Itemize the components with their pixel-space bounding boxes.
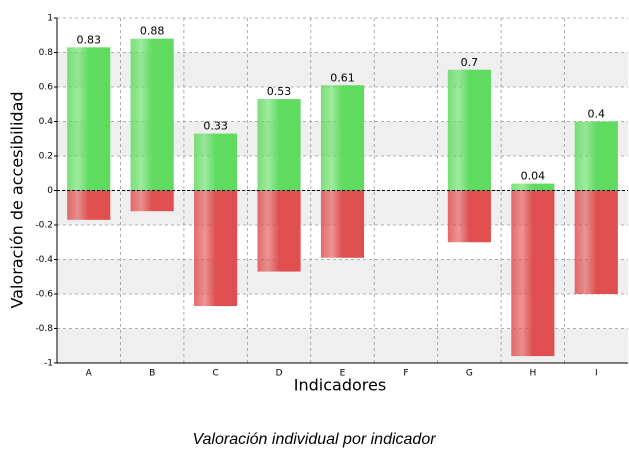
y-tick-label: -0.2 [35,221,53,231]
y-tick-label: 0.8 [39,48,54,58]
data-label: 0.7 [461,56,479,69]
data-label: 0.88 [140,25,165,38]
bar [194,133,238,191]
y-tick-label: 0.4 [39,117,54,127]
x-tick-label: B [149,369,155,379]
y-tick-label: -0.4 [35,255,53,265]
x-tick-label: A [86,369,93,379]
y-tick-label: -0.8 [35,324,53,334]
bar [511,190,555,357]
x-tick-label: E [340,369,346,379]
bar [257,190,301,272]
data-label: 0.04 [521,170,546,183]
x-tick-label: G [466,369,473,379]
bar [194,190,238,307]
bar [447,69,491,191]
bar [130,190,174,212]
bar [257,99,301,191]
bar [320,190,365,258]
y-tick-label: 1 [47,14,53,24]
x-tick-label: F [403,369,408,379]
bar [511,183,555,191]
y-tick-label: 0.6 [39,83,54,93]
data-label: 0.53 [267,85,292,98]
x-tick-label: I [595,369,598,379]
y-tick-label: 0.2 [39,152,53,162]
x-tick-label: D [276,369,283,379]
y-tick-label: -1 [44,359,53,369]
bar [67,190,111,220]
y-tick-label: -0.6 [35,290,53,300]
data-label: 0.83 [76,33,101,46]
bar [574,190,618,294]
bar [447,190,491,243]
data-label: 0.61 [330,71,355,84]
x-tick-label: H [529,369,536,379]
bar [320,85,365,191]
data-label: 0.33 [203,120,228,133]
bar [67,47,111,191]
x-axis-label: Indicadores [294,376,386,395]
chart-title: Valoración individual por indicador [192,431,436,448]
data-label: 0.4 [588,108,606,121]
y-tick-label: 0 [47,186,53,196]
x-tick-label: C [212,369,218,379]
bar [574,121,618,191]
y-axis-label: Valoración de accesibilidad [8,91,27,308]
bar [130,38,174,191]
